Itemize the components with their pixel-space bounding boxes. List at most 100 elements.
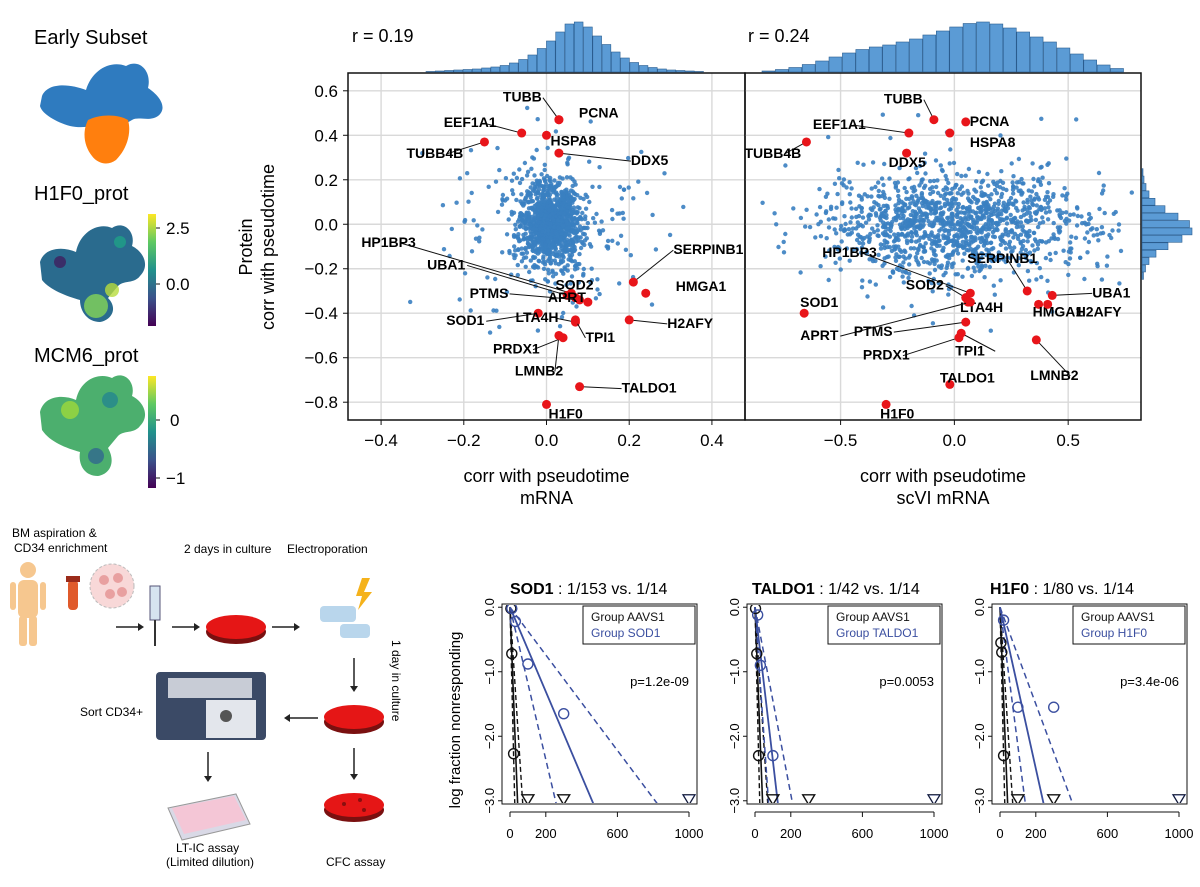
censored-point-outline — [927, 794, 941, 803]
scatter-point — [525, 105, 530, 111]
scatter-point — [576, 280, 581, 285]
gene-point-ddx5 — [554, 148, 564, 158]
scatter-point — [513, 222, 518, 227]
ld-x-tick-label: 200 — [535, 826, 557, 841]
cells-magnified-icon — [89, 563, 135, 609]
scatter-point — [535, 213, 540, 218]
scatter-point — [1118, 248, 1124, 254]
scatter-point — [848, 220, 853, 225]
scatter-point — [921, 244, 926, 249]
ld-y-tick-label: −2.0 — [972, 723, 987, 749]
legend-test: Group TALDO1 — [836, 626, 919, 640]
scatter-point — [959, 173, 964, 179]
scatter-point — [946, 292, 951, 297]
ld-title-gene: TALDO1 — [752, 581, 815, 598]
scatter-point — [983, 207, 988, 212]
scatter-point — [985, 171, 990, 177]
scatter-point — [833, 260, 838, 265]
scatter-point — [814, 212, 819, 217]
scatter-point — [1037, 221, 1043, 226]
scatter-point — [543, 245, 548, 251]
scatter-point — [1004, 221, 1010, 226]
scatter-point — [542, 224, 547, 229]
scatter-point — [1100, 230, 1106, 236]
gene-label-prdx1: PRDX1 — [863, 347, 910, 363]
test-point — [558, 707, 570, 720]
hist-top-bar — [564, 23, 575, 73]
scatter-point — [535, 179, 540, 185]
ld-frame — [746, 603, 943, 805]
scatter-point — [981, 200, 986, 205]
scatter-point — [1043, 210, 1049, 215]
scatter-point — [536, 220, 542, 225]
ld-y-tick-label: 0.0 — [727, 598, 742, 616]
gene-leader-line — [542, 97, 560, 121]
scatter-point — [839, 223, 844, 229]
scatter-point — [567, 202, 573, 207]
scatter-point — [578, 215, 583, 221]
scatter-point — [570, 198, 575, 203]
scatter-point — [517, 167, 522, 172]
scatter-point — [568, 281, 573, 286]
scatter-point — [597, 165, 602, 170]
scatter-point — [930, 220, 935, 225]
scatter-point — [545, 188, 550, 194]
scatter-point — [468, 148, 474, 153]
scatter-point — [901, 280, 906, 285]
y-tick-label: −0.6 — [304, 349, 338, 368]
scatter-point — [939, 226, 944, 232]
scatter-point — [849, 206, 854, 211]
scatter-point — [892, 232, 897, 237]
scatter-scvi-chart: TUBB PCNA EEF1A1 HSPA8 TUBB4B DDX5 SERPINB1 HP1… — [744, 21, 1193, 508]
scatter-point — [1029, 189, 1035, 194]
scatter-point — [848, 200, 853, 205]
scatter-point — [919, 191, 925, 196]
scatter-point — [547, 208, 552, 213]
scatter-point — [960, 274, 965, 279]
scatter-point — [897, 247, 903, 253]
scatter-point — [1055, 236, 1061, 242]
scatter-point — [545, 238, 550, 244]
scatter-point — [521, 236, 527, 241]
hist-top-bar — [685, 70, 695, 73]
x-axis-label: corr with pseudotime — [860, 466, 1026, 486]
scatter-point — [979, 265, 985, 270]
scatter-point — [885, 205, 890, 211]
scatter-point — [571, 230, 577, 236]
scatter-point — [1046, 205, 1051, 210]
scatter-point — [969, 254, 974, 259]
scatter-point — [1084, 222, 1089, 227]
scatter-point — [913, 229, 919, 234]
scatter-point — [901, 254, 906, 259]
scatter-point — [878, 246, 884, 251]
scatter-point — [1033, 217, 1039, 223]
scatter-point — [595, 287, 600, 292]
scatter-point — [974, 261, 979, 266]
scatter-point — [1037, 266, 1043, 271]
scatter-point — [549, 244, 554, 250]
scatter-point — [1082, 236, 1088, 241]
scatter-point — [968, 215, 974, 221]
scatter-point — [610, 216, 615, 222]
scatter-point — [895, 180, 901, 185]
scatter-point — [1014, 180, 1020, 185]
scatter-point — [619, 196, 624, 201]
scatter-point — [866, 217, 872, 222]
hist-top-bar — [1070, 53, 1084, 73]
hist-top-bar — [499, 65, 510, 73]
hist-top-bar — [949, 26, 963, 73]
scatter-point — [559, 218, 564, 223]
y-tick-label: −0.2 — [304, 260, 338, 279]
gene-label-aprt: APRT — [800, 327, 839, 343]
scatter-point — [1015, 234, 1021, 239]
scatter-point — [495, 209, 501, 215]
scatter-point — [908, 201, 913, 206]
censored-point — [801, 794, 816, 803]
scatter-point — [1001, 257, 1006, 262]
scatter-point — [1097, 206, 1102, 212]
scatter-point — [570, 177, 575, 182]
scatter-point — [1068, 240, 1073, 245]
scatter-point — [644, 190, 650, 196]
hist-top-bar — [935, 30, 950, 73]
scatter-point — [486, 184, 491, 189]
